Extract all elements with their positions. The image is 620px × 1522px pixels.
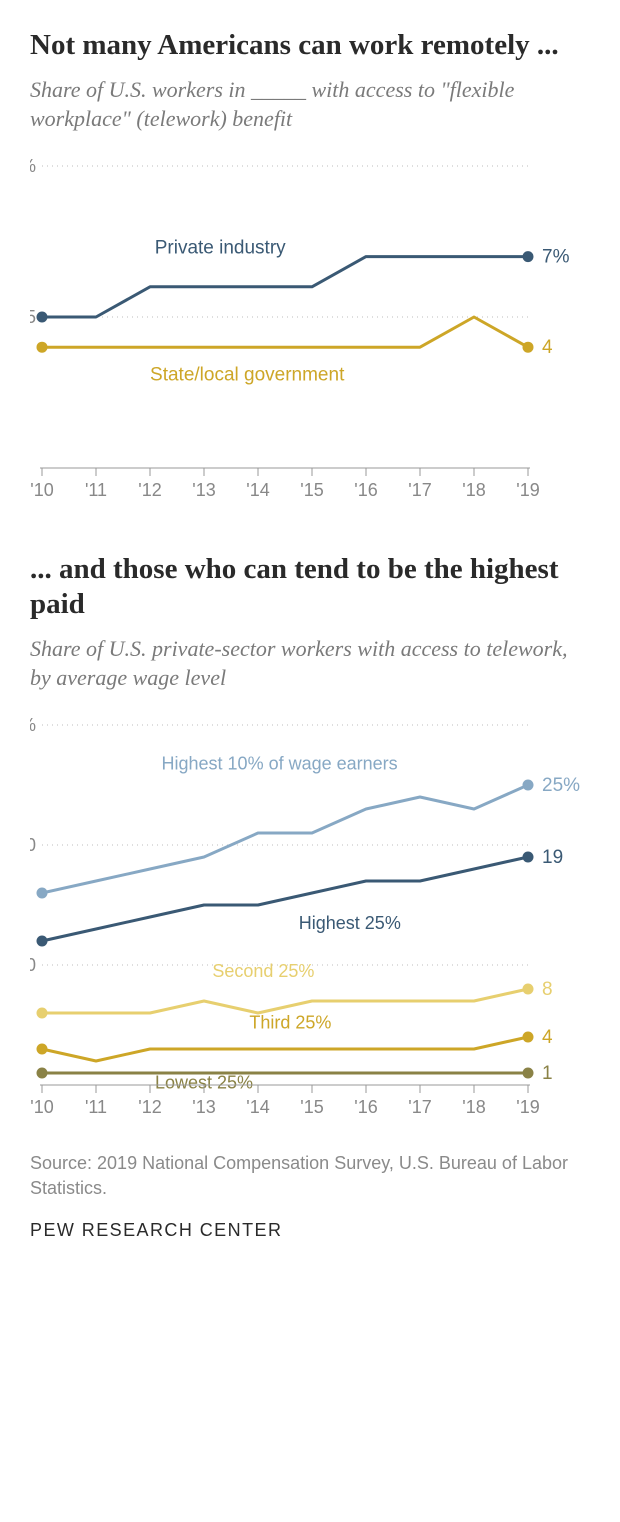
svg-text:'12: '12 [138,480,161,500]
svg-text:'19: '19 [516,480,539,500]
series-private-label: Private industry [155,238,286,259]
chart2-title: ... and those who can tend to be the hig… [30,552,590,622]
svg-text:'13: '13 [192,480,215,500]
svg-text:'19: '19 [516,1097,539,1117]
series-second25-end [523,984,534,995]
series-top25-end [523,852,534,863]
series-third25-endlabel: 4 [542,1027,553,1048]
svg-text:'18: '18 [462,480,485,500]
series-second25 [42,989,528,1013]
svg-text:'15: '15 [300,480,323,500]
series-top25-start [37,936,48,947]
series-private-endlabel: 7% [542,247,570,268]
chart1: 5 10% 7% Private industry 4 State/local gover… [30,152,590,512]
series-top25-endlabel: 19 [542,847,563,868]
svg-text:30%: 30% [30,715,36,735]
chart2-svg: 10 20 30% 25% Highest 10% of wage earners 19 H… [30,711,590,1131]
logo-text: PEW RESEARCH CENTER [30,1220,590,1241]
svg-text:'12: '12 [138,1097,161,1117]
svg-text:20: 20 [30,835,36,855]
series-top10-start [37,888,48,899]
series-govt-label: State/local government [150,365,345,386]
series-private [42,257,528,317]
series-third25-end [523,1032,534,1043]
series-govt [42,317,528,347]
series-top25 [42,857,528,941]
series-second25-start [37,1008,48,1019]
series-top10-endlabel: 25% [542,775,580,796]
series-third25-start [37,1044,48,1055]
series-govt-end [523,342,534,353]
series-govt-endlabel: 4 [542,337,553,358]
svg-text:'16: '16 [354,480,377,500]
svg-text:'14: '14 [246,1097,269,1117]
series-top10-end [523,780,534,791]
svg-text:5: 5 [30,307,36,327]
series-top25-label: Highest 25% [299,913,401,933]
svg-text:'15: '15 [300,1097,323,1117]
svg-text:'17: '17 [408,1097,431,1117]
svg-text:'16: '16 [354,1097,377,1117]
series-private-end [523,251,534,262]
series-third25-label: Third 25% [249,1013,331,1033]
chart2: 10 20 30% 25% Highest 10% of wage earners 19 H… [30,711,590,1131]
svg-text:'13: '13 [192,1097,215,1117]
chart1-subtitle: Share of U.S. workers in _____ with acce… [30,75,590,134]
series-lowest25-start [37,1068,48,1079]
svg-text:'10: '10 [30,1097,53,1117]
series-private-start [37,312,48,323]
series-top10 [42,785,528,893]
series-lowest25-end [523,1068,534,1079]
series-second25-label: Second 25% [212,961,314,981]
svg-text:'14: '14 [246,480,269,500]
source-text: Source: 2019 National Compensation Surve… [30,1151,590,1201]
svg-text:'10: '10 [30,480,53,500]
series-top10-label: Highest 10% of wage earners [162,754,398,774]
series-lowest25-endlabel: 1 [542,1063,553,1084]
svg-text:'18: '18 [462,1097,485,1117]
svg-text:10%: 10% [30,156,36,176]
series-third25 [42,1037,528,1061]
chart2-subtitle: Share of U.S. private-sector workers wit… [30,634,590,693]
svg-text:'11: '11 [85,1097,107,1117]
chart1-svg: 5 10% 7% Private industry 4 State/local gover… [30,152,590,512]
chart1-title: Not many Americans can work remotely ... [30,28,590,63]
series-second25-endlabel: 8 [542,979,553,1000]
svg-text:'11: '11 [85,480,107,500]
svg-text:10: 10 [30,955,36,975]
series-govt-start [37,342,48,353]
svg-text:'17: '17 [408,480,431,500]
